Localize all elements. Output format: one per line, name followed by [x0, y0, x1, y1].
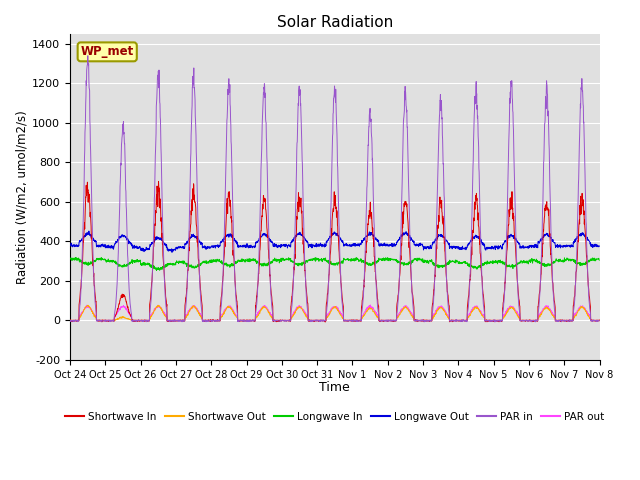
- Title: Solar Radiation: Solar Radiation: [276, 15, 393, 30]
- Text: WP_met: WP_met: [81, 45, 134, 59]
- Y-axis label: Radiation (W/m2, umol/m2/s): Radiation (W/m2, umol/m2/s): [15, 110, 28, 284]
- X-axis label: Time: Time: [319, 381, 350, 394]
- Legend: Shortwave In, Shortwave Out, Longwave In, Longwave Out, PAR in, PAR out: Shortwave In, Shortwave Out, Longwave In…: [61, 408, 608, 426]
